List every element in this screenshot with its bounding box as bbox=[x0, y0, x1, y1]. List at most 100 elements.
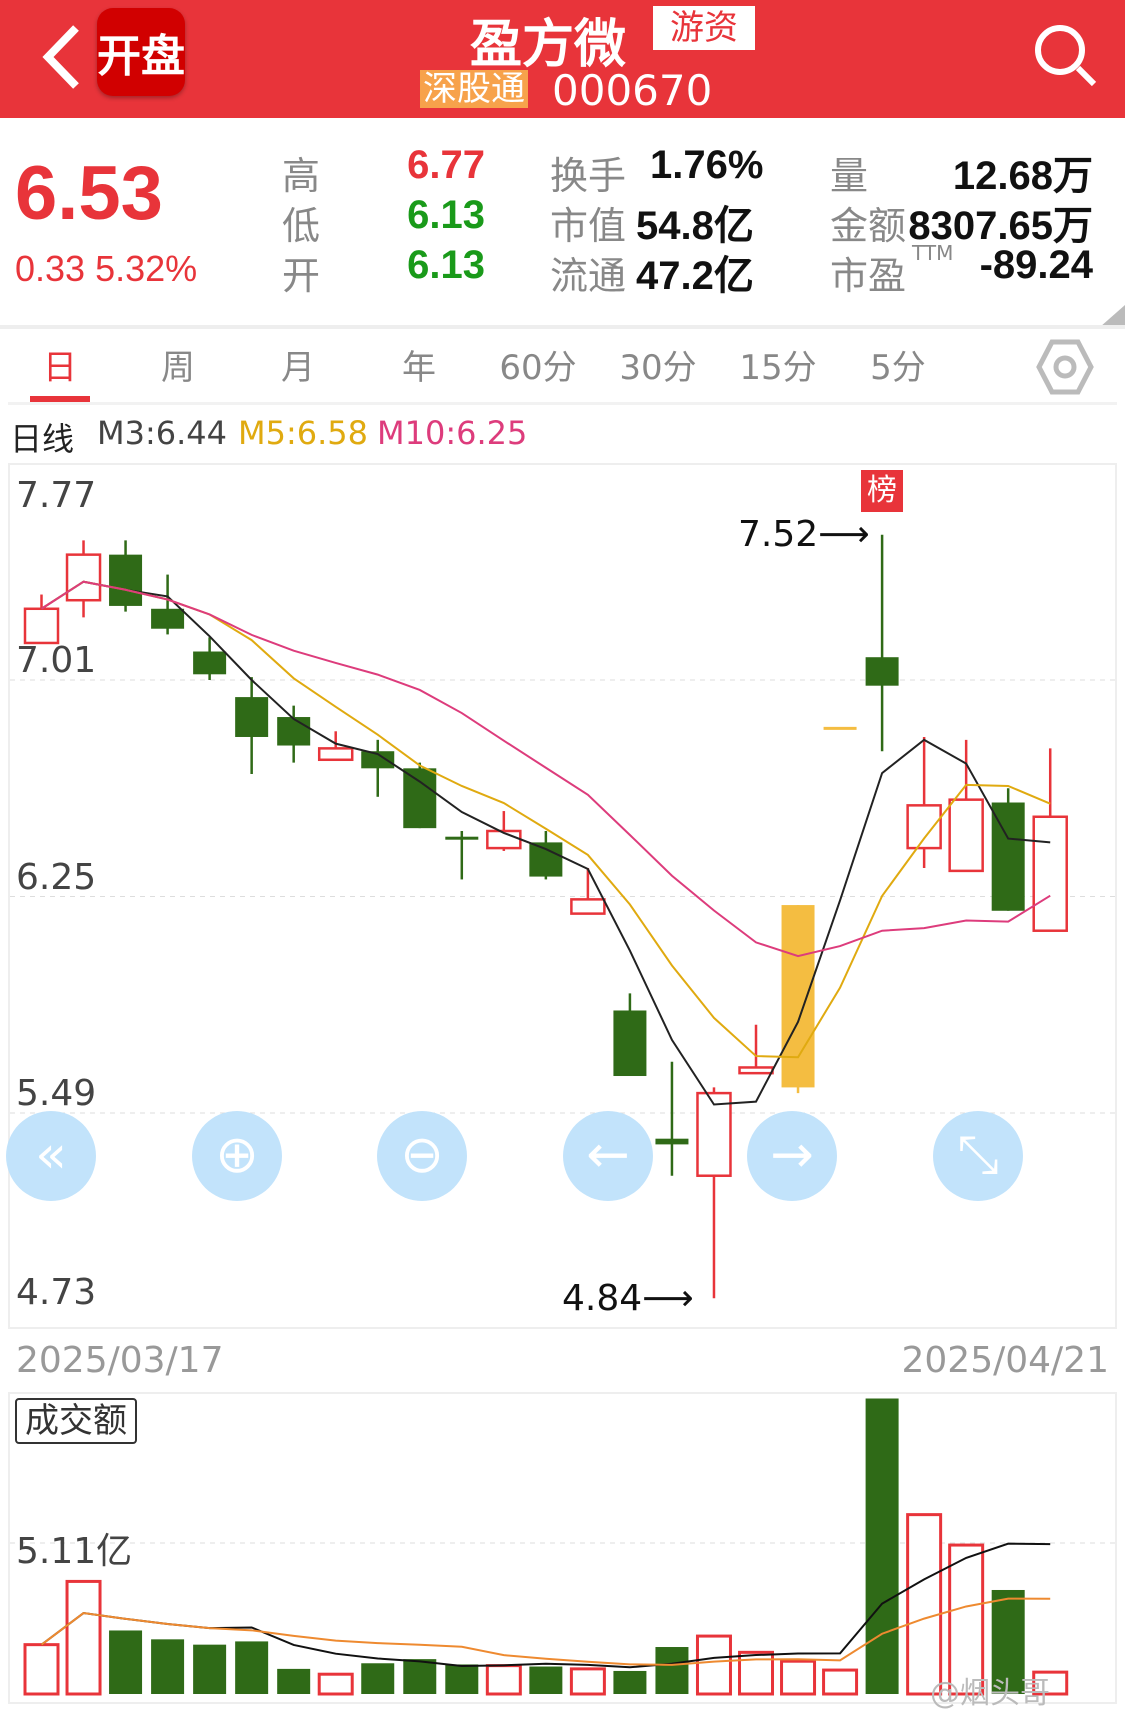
candle[interactable] bbox=[445, 830, 479, 880]
open-account-badge[interactable]: 开盘 bbox=[97, 8, 185, 96]
x-end-date: 2025/04/21 bbox=[901, 1340, 1110, 1381]
candle-body bbox=[317, 747, 354, 762]
zoom-out-icon: ⊖ bbox=[400, 1125, 444, 1185]
current-price: 6.53 bbox=[15, 151, 163, 236]
candle[interactable] bbox=[23, 594, 60, 645]
active-tab-indicator bbox=[30, 396, 90, 402]
stat-value: -89.24 bbox=[979, 243, 1093, 287]
legend-m10: M10:6.25 bbox=[377, 414, 528, 452]
candle[interactable] bbox=[696, 1087, 732, 1299]
candle[interactable] bbox=[486, 811, 522, 851]
legend-title: 日线 bbox=[10, 420, 75, 458]
corner-fold-icon bbox=[1100, 305, 1125, 327]
x-start-date: 2025/03/17 bbox=[16, 1340, 224, 1381]
legend-m3: M3:6.44 bbox=[97, 414, 227, 452]
candle[interactable] bbox=[235, 677, 269, 775]
candle[interactable] bbox=[151, 574, 185, 635]
candle[interactable] bbox=[781, 905, 815, 1094]
volume-bar bbox=[317, 1672, 354, 1696]
ma10-line bbox=[40, 580, 1051, 958]
rewind-button[interactable]: « bbox=[6, 1111, 96, 1201]
candle[interactable] bbox=[738, 1024, 774, 1075]
volume-bar bbox=[906, 1513, 943, 1696]
volume-bar bbox=[485, 1664, 522, 1696]
tab-5[interactable]: 30分 bbox=[619, 348, 697, 388]
stock-tag[interactable]: 游资 bbox=[653, 6, 755, 50]
candle[interactable] bbox=[317, 731, 354, 762]
candle-body bbox=[235, 697, 269, 737]
candle[interactable] bbox=[65, 540, 102, 618]
tab-0[interactable]: 日 bbox=[43, 348, 77, 388]
volume-chart-frame[interactable] bbox=[8, 1392, 1117, 1704]
chevron-left-icon[interactable] bbox=[38, 22, 86, 92]
ma5-line bbox=[40, 580, 1051, 1059]
volume-bar bbox=[235, 1641, 269, 1694]
volume-bar bbox=[193, 1644, 227, 1694]
stat-label: 高 bbox=[282, 154, 321, 198]
candle-body bbox=[948, 798, 984, 873]
low-annotation: 4.84⟶ bbox=[562, 1278, 694, 1319]
candle[interactable] bbox=[109, 540, 143, 612]
y-tick-label: 6.25 bbox=[16, 856, 97, 898]
candle[interactable] bbox=[948, 739, 984, 873]
tab-4[interactable]: 60分 bbox=[499, 348, 577, 388]
tab-2[interactable]: 月 bbox=[281, 348, 315, 388]
search-icon[interactable] bbox=[1028, 20, 1100, 92]
arrow-left-button[interactable]: ← bbox=[563, 1111, 653, 1201]
tab-1[interactable]: 周 bbox=[161, 348, 195, 388]
candle[interactable] bbox=[906, 736, 942, 869]
arrow-left-icon: ← bbox=[586, 1125, 630, 1185]
tab-7[interactable]: 5分 bbox=[870, 348, 926, 388]
top-bar bbox=[0, 0, 1125, 118]
rank-badge[interactable]: 榜 bbox=[861, 470, 903, 512]
candle-body bbox=[361, 751, 395, 769]
zoom-in-button[interactable]: ⊕ bbox=[192, 1111, 282, 1201]
candle[interactable] bbox=[570, 868, 606, 915]
tab-3[interactable]: 年 bbox=[402, 348, 436, 388]
stat-value: 6.77 bbox=[407, 143, 485, 187]
stat-value: 6.13 bbox=[407, 193, 485, 237]
expand-button[interactable]: ⤡ bbox=[933, 1111, 1023, 1201]
stat-value: 8307.65万 bbox=[908, 204, 1093, 248]
high-annotation: 7.52⟶ bbox=[738, 514, 870, 555]
volume-bar bbox=[23, 1643, 60, 1696]
candle[interactable] bbox=[277, 705, 311, 763]
tab-6[interactable]: 15分 bbox=[739, 348, 817, 388]
candle-body bbox=[277, 717, 311, 746]
rewind-icon: « bbox=[35, 1125, 67, 1185]
change-value: 0.33 bbox=[15, 248, 86, 289]
candle-body bbox=[529, 842, 563, 877]
y-tick-label: 4.73 bbox=[16, 1271, 97, 1313]
stat-label: 量 bbox=[830, 154, 869, 198]
candle-body bbox=[865, 657, 899, 686]
volume-bar bbox=[1032, 1670, 1069, 1696]
volume-bar bbox=[65, 1579, 102, 1696]
stat-sup: TTM bbox=[912, 241, 954, 265]
stat-label: 市盈 bbox=[830, 254, 907, 298]
volume-bar bbox=[780, 1659, 817, 1696]
candle[interactable] bbox=[193, 637, 227, 680]
volume-bar bbox=[361, 1663, 395, 1694]
zoom-out-button[interactable]: ⊖ bbox=[377, 1111, 467, 1201]
candle[interactable] bbox=[865, 534, 899, 752]
volume-tick: 5.11亿 bbox=[16, 1531, 133, 1572]
volume-ma10-line bbox=[40, 1597, 1051, 1666]
candle[interactable] bbox=[613, 993, 647, 1077]
volume-bar bbox=[822, 1668, 859, 1696]
stat-label: 市值 bbox=[550, 204, 627, 248]
stock-code: 000670 bbox=[552, 66, 713, 115]
price-change: 0.33 5.32% bbox=[15, 248, 197, 290]
volume-bar bbox=[613, 1670, 647, 1694]
candle[interactable] bbox=[403, 762, 437, 829]
candle[interactable] bbox=[1032, 748, 1068, 932]
candle[interactable] bbox=[991, 788, 1025, 911]
candle[interactable] bbox=[361, 739, 395, 797]
stat-label: 金额 bbox=[830, 204, 907, 248]
candle-body bbox=[23, 607, 60, 645]
gear-icon[interactable] bbox=[1036, 338, 1094, 396]
arrow-right-button[interactable]: → bbox=[747, 1111, 837, 1201]
volume-indicator-label[interactable]: 成交额 bbox=[15, 1398, 137, 1444]
kline-chart-frame[interactable] bbox=[8, 463, 1117, 1329]
candle[interactable] bbox=[655, 1061, 689, 1176]
